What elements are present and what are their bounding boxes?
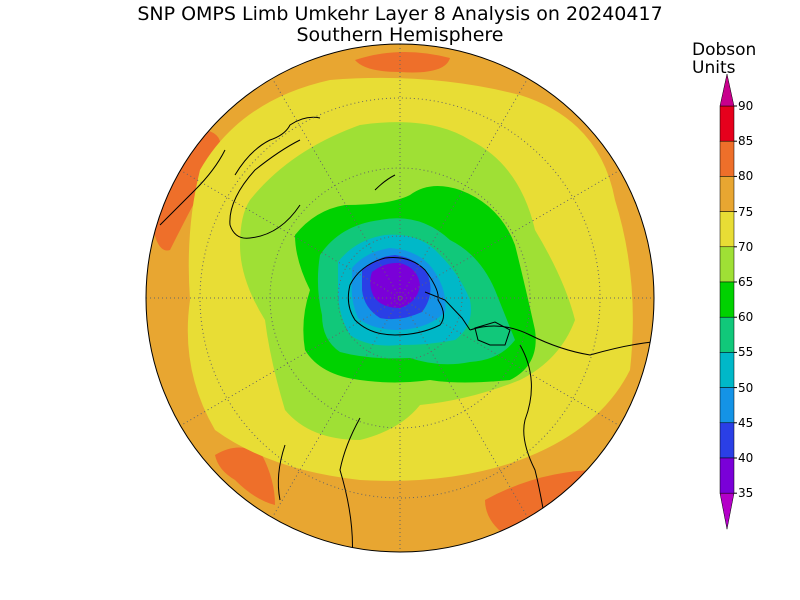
south-america-tip-coast: [469, 325, 653, 356]
colorbar-band-50: [719, 352, 735, 388]
tierra-del-fuego-coast: [474, 321, 511, 346]
colorbar-band-65: [719, 246, 735, 283]
colorbar: [719, 73, 737, 530]
new-zealand-region-coast: [234, 116, 321, 176]
colorbar-band-80: [719, 140, 735, 177]
africa-coastline: [339, 417, 361, 552]
colorbar-tick-label-50: 50: [738, 380, 754, 395]
madagascar-coast: [277, 444, 286, 501]
colorbar-band-40: [719, 422, 735, 459]
colorbar-tick-label-90: 90: [738, 99, 754, 113]
colorbar-tick-label-70: 70: [738, 239, 754, 254]
colorbar-tick-label-55: 55: [738, 345, 754, 360]
coastlines: [159, 116, 653, 552]
colorbar-band-70: [719, 211, 735, 248]
colorbar-tick-label-35: 35: [738, 486, 754, 501]
australia-coastline: [229, 139, 301, 239]
colorbar-upper-arrow: [719, 73, 735, 107]
contour-patch-80-lowerleft: [215, 447, 275, 505]
antarctic-peninsula-coast: [424, 291, 471, 331]
contour-level-35: [370, 262, 420, 308]
colorbar-tick-label-60: 60: [738, 310, 754, 325]
indonesia-coast: [159, 149, 226, 226]
colorbar-band-45: [719, 387, 735, 424]
antarctica-coastline: [347, 257, 444, 336]
colorbar-tick-label-40: 40: [738, 451, 754, 465]
colorbar-title-line2: Units: [692, 58, 736, 78]
graticule: [146, 44, 654, 552]
colorbar-tick-label-45: 45: [738, 415, 754, 430]
colorbar-tick-label-85: 85: [738, 134, 754, 149]
colorbar-band-55: [719, 316, 735, 353]
new-zealand-coast: [374, 174, 396, 191]
ozone-field: [146, 44, 654, 552]
colorbar-band-75: [719, 176, 735, 212]
colorbar-title-line1: Dobson: [692, 40, 757, 60]
colorbar-lower-arrow: [719, 492, 735, 530]
colorbar-tick-label-65: 65: [738, 275, 754, 289]
colorbar-band-85: [719, 105, 735, 142]
map-boundary: [145, 43, 655, 553]
colorbar-tick-label-80: 80: [738, 169, 754, 184]
colorbar-tick-label-75: 75: [738, 204, 754, 219]
contour-patch-80-top: [355, 51, 450, 73]
chart-subtitle: Southern Hemisphere: [296, 24, 504, 46]
south-america-east-coast: [519, 344, 546, 521]
colorbar-band-35: [719, 457, 735, 494]
contour-patch-80-left: [150, 130, 221, 251]
colorbar-band-60: [719, 281, 735, 318]
chart-title: SNP OMPS Limb Umkehr Layer 8 Analysis on…: [137, 3, 663, 25]
